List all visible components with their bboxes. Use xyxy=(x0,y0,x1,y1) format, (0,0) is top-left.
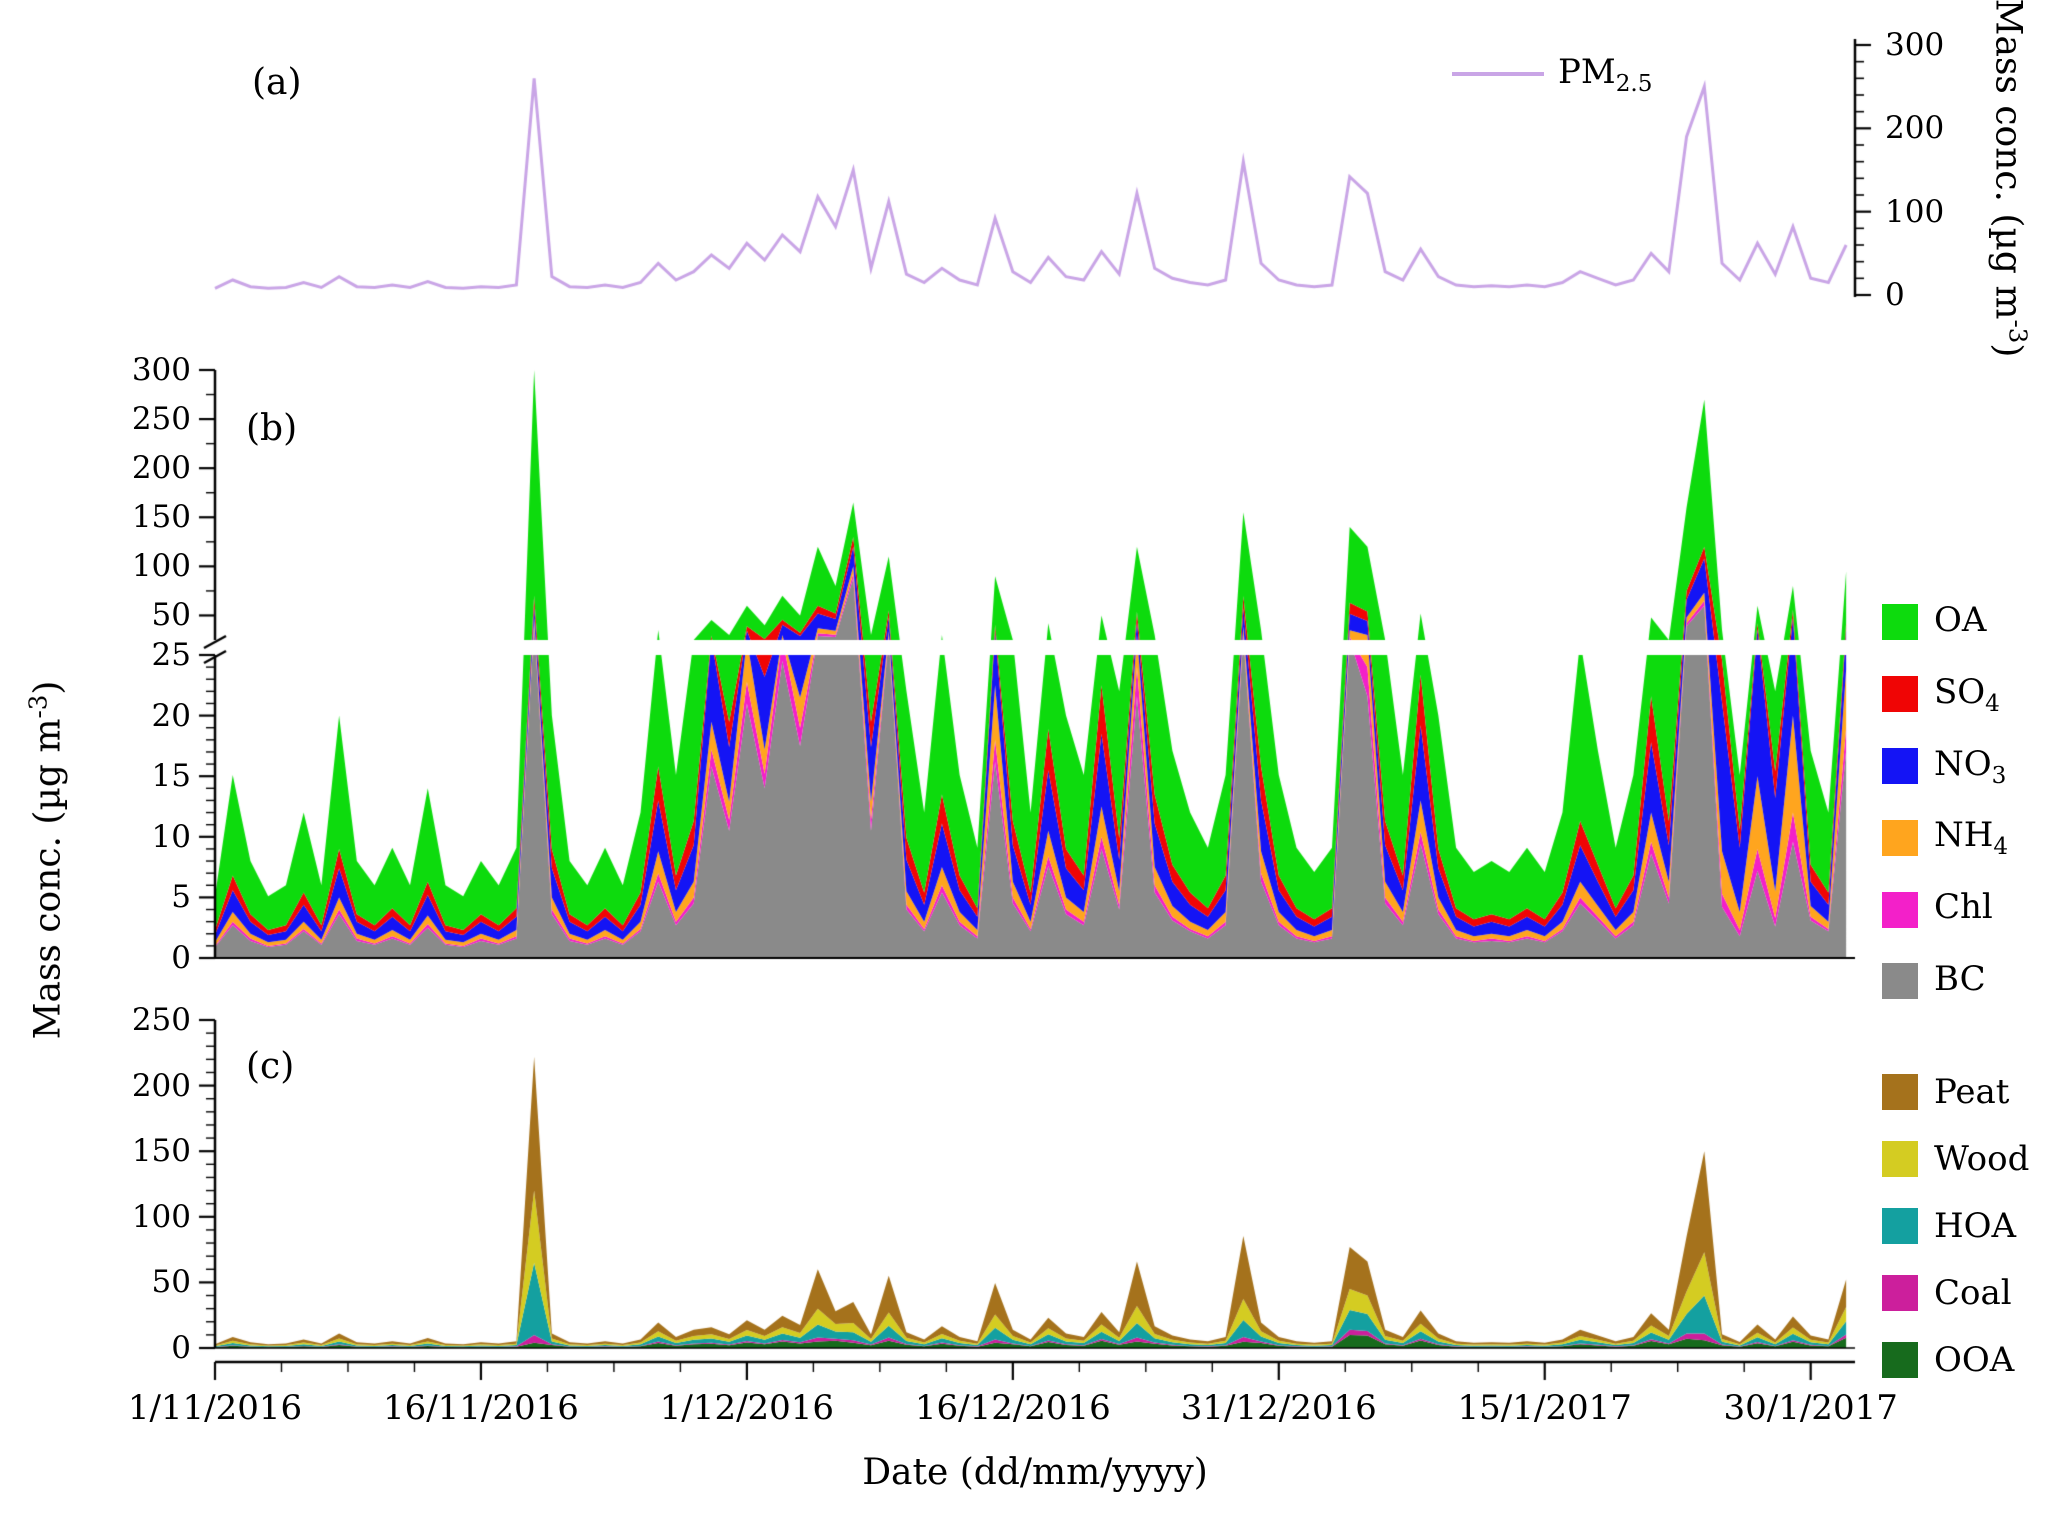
panel-c-y-tick-label: 50 xyxy=(151,1264,191,1301)
legend-item-coal: Coal xyxy=(1882,1273,2029,1313)
panel-a-y-tick-label: 100 xyxy=(1885,193,1945,230)
legend-label-nh4: NH4 xyxy=(1934,815,2008,860)
panel-b-y-tick-label: 300 xyxy=(131,352,191,388)
legend-swatch-bc xyxy=(1882,963,1918,1000)
legend-swatch-ooa xyxy=(1882,1342,1918,1378)
legend-label-coal: Coal xyxy=(1934,1273,2012,1313)
legend-sub-no3: 3 xyxy=(1991,762,2007,789)
right-y-axis-title: Mass conc. (µg m-3) xyxy=(1988,0,2033,357)
legend-text-bc: BC xyxy=(1934,958,1986,999)
legend-swatch-no3 xyxy=(1882,747,1918,784)
legend-swatch-coal xyxy=(1882,1275,1918,1311)
panel-b-y-tick-label: 15 xyxy=(151,758,191,795)
legend-swatch-so4 xyxy=(1882,676,1918,713)
legend-item-no3: NO3 xyxy=(1882,744,2008,789)
legend-label-hoa: HOA xyxy=(1934,1206,2017,1246)
legend-item-ooa: OOA xyxy=(1882,1340,2029,1380)
legend-label-peat: Peat xyxy=(1934,1072,2010,1112)
panel-b-y-tick-label: 10 xyxy=(151,818,191,855)
x-tick-label: 30/1/2017 xyxy=(1723,1388,1898,1428)
pm25-legend-text: PM xyxy=(1558,52,1616,92)
legend-label-no3: NO3 xyxy=(1934,744,2006,789)
pm25-legend-label: PM2.5 xyxy=(1558,52,1652,97)
pm25-line-sample xyxy=(1452,72,1544,77)
panel-b-y-tick-label: 200 xyxy=(131,450,191,487)
panel-b-y-tick-label: 250 xyxy=(131,401,191,438)
legend-swatch-chl xyxy=(1882,891,1918,928)
right-y-axis-title-text: Mass conc. (µg m xyxy=(1987,0,2029,320)
left-y-axis-title: Mass conc. (µg m-3) xyxy=(24,681,69,1040)
legend-swatch-hoa xyxy=(1882,1208,1918,1244)
legend-swatch-peat xyxy=(1882,1074,1918,1110)
legend-item-peat: Peat xyxy=(1882,1072,2029,1112)
legend-item-hoa: HOA xyxy=(1882,1206,2029,1246)
legend-sub-so4: 4 xyxy=(1985,690,2000,717)
legend-sub-nh4: 4 xyxy=(1993,834,2009,861)
legend-item-bc: BC xyxy=(1882,959,2008,1004)
legend-text-nh4: NH xyxy=(1934,815,1994,856)
pm25-legend-subscript: 2.5 xyxy=(1615,70,1653,97)
panel-c-y-tick-label: 200 xyxy=(131,1067,191,1104)
left-y-axis-title-superscript: -3 xyxy=(23,694,53,719)
legend-text-oa: OA xyxy=(1934,600,1987,640)
x-tick-label: 1/11/2016 xyxy=(127,1388,303,1428)
legend-panel-a: PM2.5 xyxy=(1452,52,1652,97)
panel-label-b: (b) xyxy=(246,408,298,449)
legend-panel-b: OA SO4 NO3 NH4 Chl BC xyxy=(1882,600,2008,1004)
legend-label-wood: Wood xyxy=(1934,1139,2030,1179)
legend-item-so4: SO4 xyxy=(1882,672,2008,717)
legend-swatch-wood xyxy=(1882,1141,1918,1177)
x-tick-label: 16/12/2016 xyxy=(914,1388,1111,1428)
panel-label-a: (a) xyxy=(252,62,302,103)
panel-c-y-tick-label: 100 xyxy=(131,1198,191,1235)
panel-a-y-tick-label: 300 xyxy=(1885,27,1945,63)
legend-item-nh4: NH4 xyxy=(1882,815,2008,860)
panel-c-y-tick-label: 0 xyxy=(171,1330,191,1366)
legend-label-so4: SO4 xyxy=(1934,672,2000,717)
legend-item-oa: OA xyxy=(1882,600,2008,645)
panel-b-y-tick-label: 20 xyxy=(151,697,191,734)
x-tick-label: 1/12/2016 xyxy=(659,1388,835,1428)
legend-item-chl: Chl xyxy=(1882,887,2008,932)
x-axis-title: Date (dd/mm/yyyy) xyxy=(862,1452,1208,1493)
legend-panel-c: Peat Wood HOA Coal OOA xyxy=(1882,1072,2029,1380)
panel-c-y-tick-label: 150 xyxy=(131,1133,191,1170)
panel-b-y-tick-label: 100 xyxy=(131,548,191,585)
x-tick-label: 31/12/2016 xyxy=(1180,1388,1377,1428)
panel-a-y-tick-label: 200 xyxy=(1885,110,1945,147)
legend-label-chl: Chl xyxy=(1934,887,1993,932)
legend-item-wood: Wood xyxy=(1882,1139,2029,1179)
legend-label-ooa: OOA xyxy=(1934,1340,2015,1380)
x-tick-label: 16/11/2016 xyxy=(382,1388,579,1428)
left-y-axis-title-text: Mass conc. (µg m xyxy=(27,718,69,1040)
legend-label-oa: OA xyxy=(1934,600,1986,645)
x-tick-label: 15/1/2017 xyxy=(1457,1388,1632,1428)
panel-b-y-tick-label: 5 xyxy=(171,879,191,916)
panel-b-y-tick-label: 150 xyxy=(131,499,191,536)
panel-b-y-tick-label: 25 xyxy=(151,637,191,673)
legend-text-so4: SO xyxy=(1934,671,1986,712)
panel-a-y-tick-label: 0 xyxy=(1885,277,1905,313)
legend-swatch-oa xyxy=(1882,604,1918,641)
panel-label-c: (c) xyxy=(246,1046,295,1087)
left-y-axis-title-close: ) xyxy=(27,680,69,695)
panel-b-y-tick-label: 50 xyxy=(151,597,191,634)
panel-b-y-tick-label: 0 xyxy=(171,940,191,976)
legend-text-chl: Chl xyxy=(1934,887,1993,928)
legend-text-no3: NO xyxy=(1934,743,1992,784)
panel-c-y-tick-label: 250 xyxy=(131,1002,191,1038)
right-y-axis-title-superscript: -3 xyxy=(2003,319,2033,344)
right-y-axis-title-close: ) xyxy=(1987,343,2029,358)
legend-swatch-nh4 xyxy=(1882,819,1918,856)
legend-label-bc: BC xyxy=(1934,959,1986,1004)
